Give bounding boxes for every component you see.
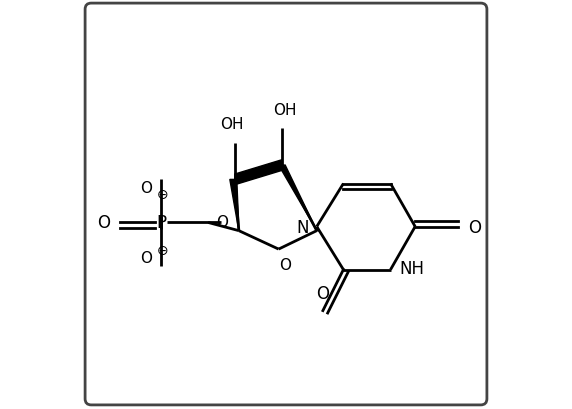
Text: ⊖: ⊖ <box>157 244 169 258</box>
Polygon shape <box>235 160 282 185</box>
Text: O: O <box>140 250 152 265</box>
Text: OH: OH <box>220 117 243 132</box>
Text: O: O <box>97 214 110 232</box>
FancyBboxPatch shape <box>85 4 487 405</box>
Polygon shape <box>230 180 239 231</box>
Text: ⊖: ⊖ <box>157 187 169 201</box>
Polygon shape <box>279 166 317 231</box>
Text: OH: OH <box>273 102 297 117</box>
Text: NH: NH <box>400 259 424 277</box>
Text: O: O <box>216 215 228 229</box>
Text: N: N <box>297 218 309 236</box>
Text: O: O <box>140 181 152 196</box>
Text: O: O <box>279 258 291 273</box>
Text: O: O <box>316 284 329 302</box>
Text: O: O <box>468 218 482 236</box>
Text: P: P <box>156 214 166 232</box>
